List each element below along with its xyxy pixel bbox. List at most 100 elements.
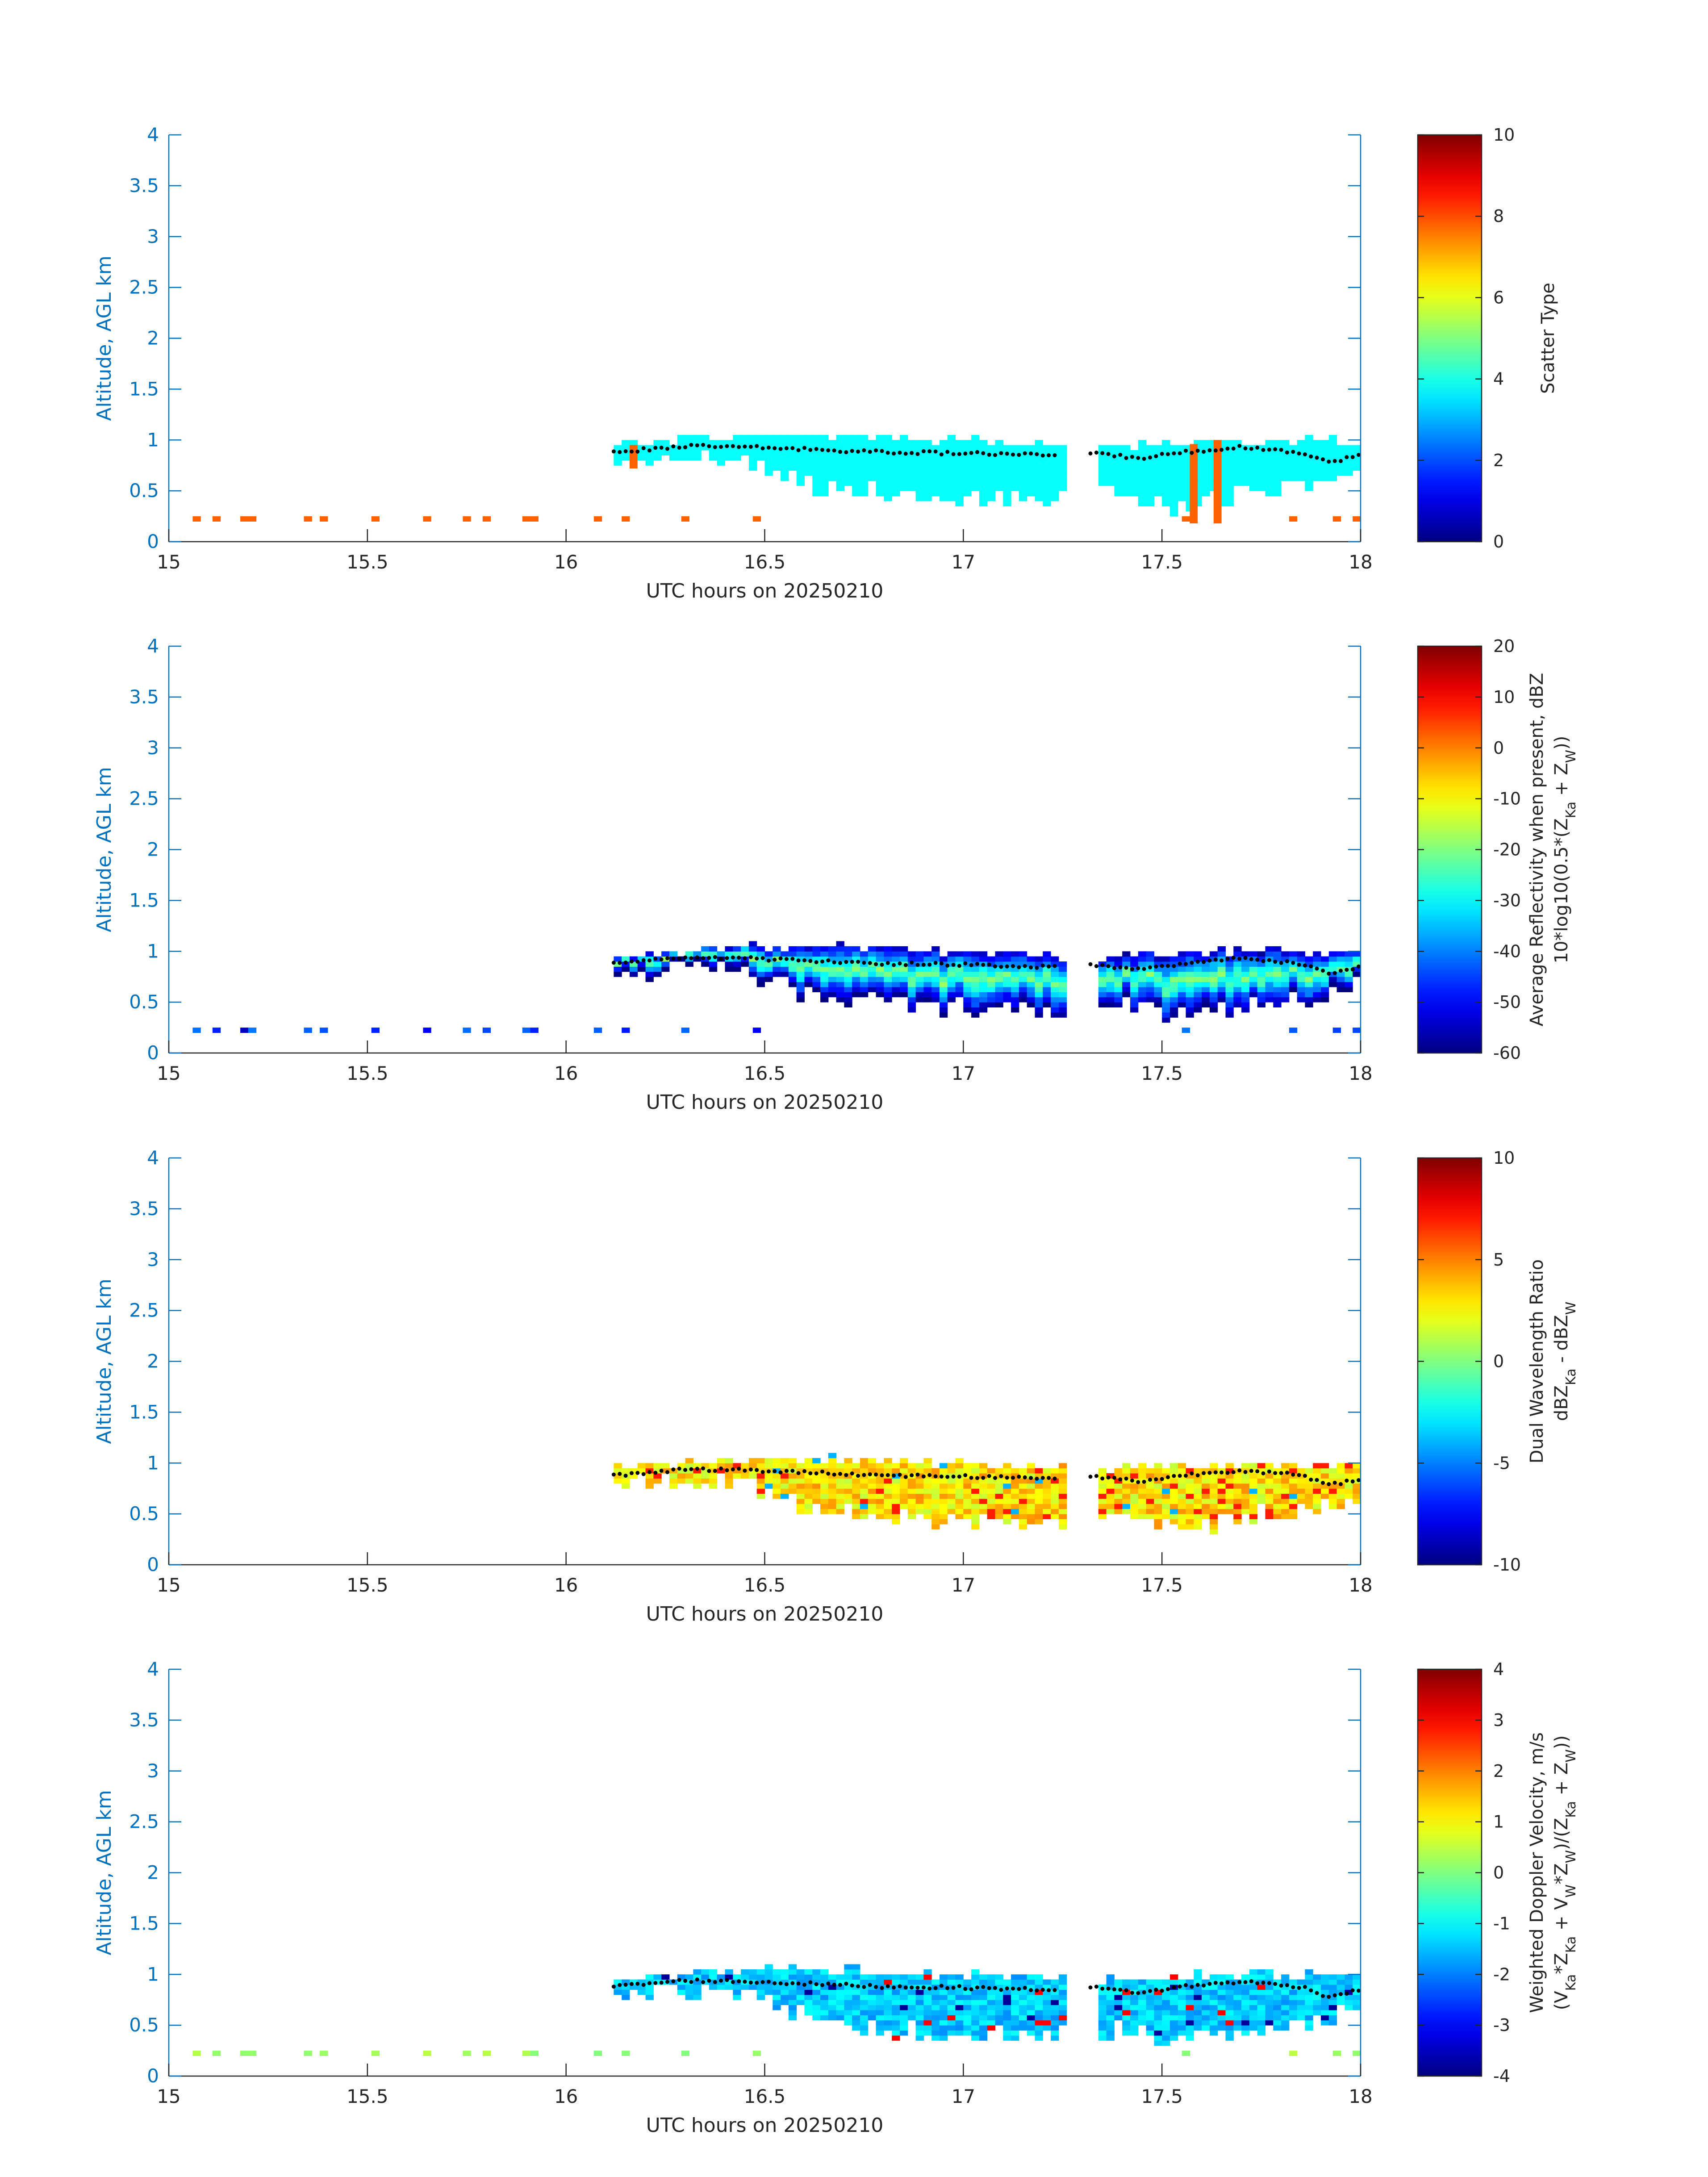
data-cell xyxy=(876,951,884,957)
data-cell xyxy=(868,445,877,451)
cloud-top-dot xyxy=(1052,964,1057,968)
data-cell xyxy=(1273,951,1282,957)
data-cell xyxy=(1138,1463,1147,1469)
data-cell xyxy=(717,455,725,461)
data-cell xyxy=(995,481,1003,486)
cloud-top-dot xyxy=(915,452,920,456)
data-cell xyxy=(1305,1974,1313,1980)
data-cell xyxy=(836,445,844,451)
data-cell xyxy=(1043,450,1051,455)
data-cell xyxy=(836,997,844,1003)
data-cell xyxy=(820,961,829,967)
data-cell xyxy=(1058,450,1067,455)
data-cell xyxy=(1209,1483,1218,1489)
data-cell xyxy=(717,1985,725,1990)
data-cell xyxy=(1353,465,1361,471)
data-cell xyxy=(1249,961,1258,967)
cloud-top-dot xyxy=(862,1473,866,1477)
data-cell xyxy=(1138,2005,1147,2010)
cloud-top-dot xyxy=(683,1979,688,1983)
data-cell xyxy=(1035,1488,1043,1494)
data-cell xyxy=(1257,951,1265,957)
data-cell xyxy=(1011,966,1019,972)
data-cell xyxy=(764,460,773,466)
data-cell xyxy=(756,1989,765,1995)
cloud-top-dot xyxy=(784,446,789,451)
data-cell xyxy=(987,1478,995,1484)
x-tick-label: 17 xyxy=(952,551,975,573)
data-cell xyxy=(1146,450,1154,455)
data-cell xyxy=(1027,1002,1035,1007)
data-cell xyxy=(1043,961,1051,967)
data-cell xyxy=(828,992,837,998)
data-cell xyxy=(1154,2005,1162,2010)
data-cell xyxy=(1130,470,1139,476)
data-cell xyxy=(630,961,638,967)
data-cell xyxy=(1043,2025,1051,2031)
data-cell xyxy=(1162,1002,1170,1007)
data-cell xyxy=(1305,1002,1313,1007)
data-cell xyxy=(820,465,829,471)
data-cell xyxy=(1249,956,1258,962)
data-cell xyxy=(1194,1979,1202,1985)
data-cell xyxy=(1146,1468,1154,1474)
data-cell xyxy=(796,1499,805,1504)
data-cell xyxy=(931,2000,940,2006)
cloud-top-dot xyxy=(987,962,991,967)
data-cell xyxy=(940,1478,948,1484)
data-cell xyxy=(947,2020,956,2026)
data-cell xyxy=(788,977,797,982)
data-cell xyxy=(1058,1012,1067,1018)
data-cell xyxy=(931,491,940,496)
data-cell xyxy=(1217,440,1226,446)
data-cell xyxy=(979,460,988,466)
data-cell xyxy=(1027,1478,1035,1484)
cloud-top-dot xyxy=(1124,1476,1128,1481)
data-cell xyxy=(1027,1514,1035,1519)
data-cell xyxy=(884,971,892,977)
data-cell xyxy=(1146,2010,1154,2015)
cloud-top-dot xyxy=(748,1467,753,1472)
surface-echo-cell xyxy=(248,2051,257,2056)
data-cell xyxy=(1321,1979,1329,1985)
data-cell xyxy=(868,455,877,461)
data-cell xyxy=(1217,1989,1226,1995)
data-cell xyxy=(1170,2020,1178,2026)
data-cell xyxy=(1098,1483,1107,1489)
data-cell xyxy=(1146,496,1154,501)
data-cell xyxy=(1027,956,1035,962)
data-cell xyxy=(756,1994,765,2000)
cloud-top-dot xyxy=(1291,961,1295,965)
data-cell xyxy=(979,2035,988,2041)
data-cell xyxy=(884,982,892,987)
cloud-top-dot xyxy=(1178,961,1182,966)
data-cell xyxy=(1202,485,1210,491)
cloud-top-dot xyxy=(975,1476,979,1480)
data-cell xyxy=(1297,1994,1305,2000)
data-cell xyxy=(1281,1468,1290,1474)
data-cell xyxy=(685,956,693,962)
data-cell xyxy=(947,2010,956,2015)
data-cell xyxy=(892,971,900,977)
data-cell xyxy=(868,1468,877,1474)
data-cell xyxy=(1011,1985,1019,1990)
data-cell xyxy=(701,961,710,967)
cloud-top-dot xyxy=(832,1472,836,1477)
surface-echo-cell xyxy=(423,1028,431,1033)
data-cell xyxy=(1194,501,1202,506)
data-cell xyxy=(1313,2000,1321,2006)
data-cell xyxy=(741,951,749,957)
data-cell xyxy=(796,966,805,972)
data-cell xyxy=(915,481,924,486)
data-cell xyxy=(955,1994,964,2000)
data-cell xyxy=(1114,1994,1123,2000)
data-cell xyxy=(1130,2030,1139,2036)
data-cell xyxy=(860,1463,869,1469)
data-cell xyxy=(828,1468,837,1474)
data-cell xyxy=(876,946,884,952)
data-cell xyxy=(1019,992,1027,998)
cloud-top-dot xyxy=(892,1985,896,1990)
y-tick-label: 4 xyxy=(147,1658,159,1680)
cloud-top-dot xyxy=(898,1984,902,1989)
